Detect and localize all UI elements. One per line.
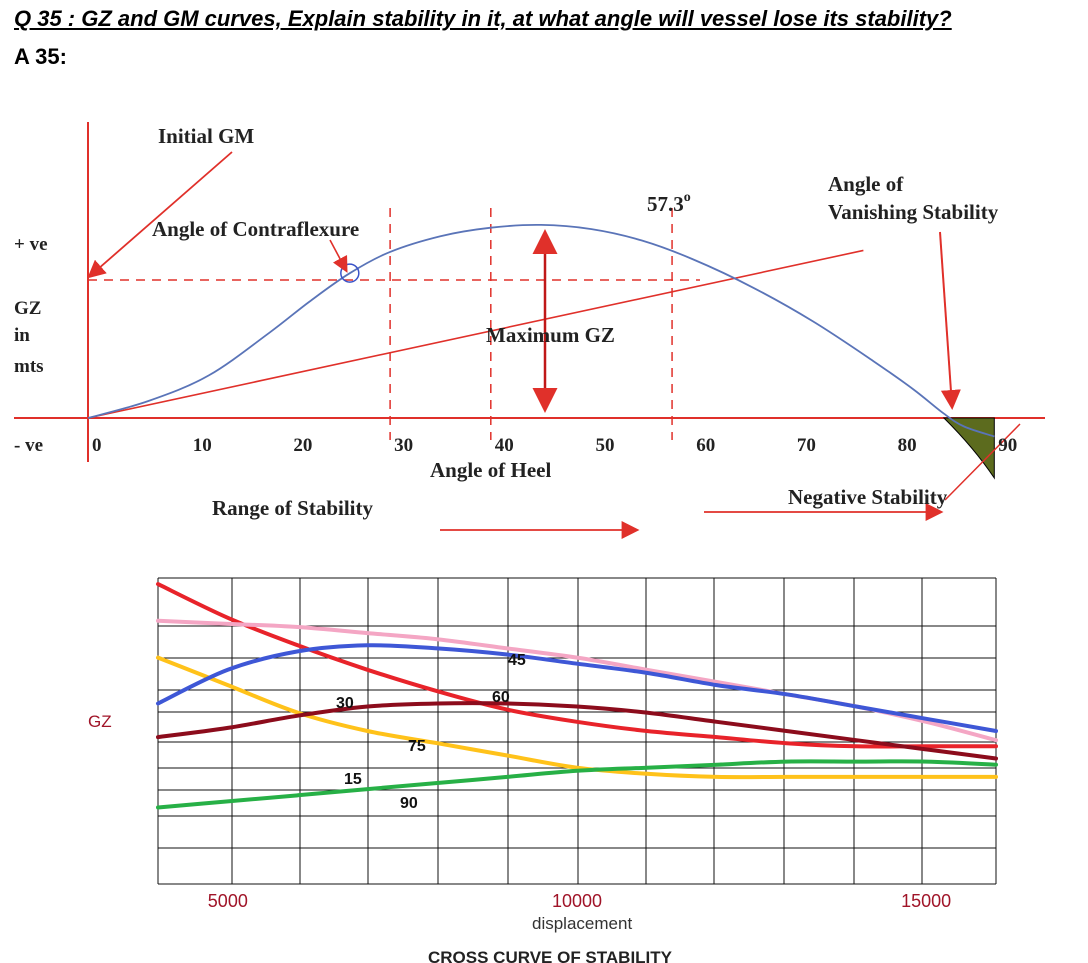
cross-grid bbox=[157, 577, 997, 885]
gz-curve-figure: Initial GM Angle of Contraflexure 57.3o … bbox=[14, 122, 1045, 539]
cross-curve-90 bbox=[156, 759, 998, 810]
contraflexure-label: Angle of Contraflexure bbox=[152, 217, 359, 241]
cross-xlabel: displacement bbox=[532, 914, 632, 933]
y-mts-label: mts bbox=[14, 356, 44, 377]
range-of-stability-label: Range of Stability bbox=[212, 496, 374, 520]
cross-curve-label-75: 75 bbox=[408, 738, 426, 755]
negative-stability-arrow bbox=[944, 423, 1021, 501]
angle-57-label: 57.3o bbox=[647, 190, 691, 216]
contraflexure-arrow bbox=[329, 239, 348, 273]
y-in-label: in bbox=[14, 325, 30, 346]
gz-x-tick-label: 0 bbox=[92, 435, 102, 456]
y-plus-label: + ve bbox=[14, 234, 48, 255]
cross-curve-label-30: 30 bbox=[336, 695, 354, 712]
gz-x-tick-label: 30 bbox=[394, 435, 413, 456]
gz-curve-line bbox=[87, 223, 995, 438]
cross-curve-label-60: 60 bbox=[492, 689, 510, 706]
cross-x-tick-label: 5000 bbox=[208, 891, 248, 911]
initial-gm-tangent-line bbox=[87, 249, 864, 419]
question-heading: Q 35 : GZ and GM curves, Explain stabili… bbox=[14, 6, 952, 31]
cross-curve-figure: 15 30 45 60 75 90 5000 10000 15000 GZ displacem… bbox=[88, 577, 998, 963]
y-minus-label: - ve bbox=[14, 435, 43, 456]
cross-curve-label-15: 15 bbox=[344, 771, 362, 788]
y-gz-label: GZ bbox=[14, 298, 41, 319]
cross-curve-75 bbox=[156, 701, 998, 761]
gz-x-tick-label: 10 bbox=[193, 435, 212, 456]
cross-curve-30 bbox=[156, 582, 998, 749]
cross-curve-label-90: 90 bbox=[400, 795, 418, 812]
gz-x-tick-label: 70 bbox=[797, 435, 816, 456]
angle-of-heel-label: Angle of Heel bbox=[430, 458, 551, 482]
negative-stability-area bbox=[942, 417, 995, 480]
initial-gm-label: Initial GM bbox=[158, 124, 254, 148]
cross-curve-15 bbox=[156, 655, 998, 780]
gz-x-tick-label: 20 bbox=[293, 435, 312, 456]
vanishing-arrow bbox=[939, 231, 961, 410]
contraflexure-point bbox=[340, 263, 360, 283]
gz-x-tick-label: 90 bbox=[998, 435, 1017, 456]
gz-x-tick-label: 40 bbox=[495, 435, 514, 456]
gz-x-tick-label: 60 bbox=[696, 435, 715, 456]
cross-x-tick-label: 15000 bbox=[901, 891, 951, 911]
cross-ylabel: GZ bbox=[88, 712, 112, 731]
gz-x-tick-label: 80 bbox=[898, 435, 917, 456]
cross-curve-60 bbox=[156, 643, 998, 733]
cross-curve-label-45: 45 bbox=[508, 652, 526, 669]
maximum-gz-label: Maximum GZ bbox=[486, 323, 615, 347]
gz-x-tick-label: 50 bbox=[596, 435, 615, 456]
cross-x-tick-label: 10000 bbox=[552, 891, 602, 911]
vanishing-stability-label-line1: Angle of bbox=[828, 172, 904, 196]
vanishing-stability-label-line2: Vanishing Stability bbox=[828, 200, 999, 224]
cross-curves bbox=[156, 582, 998, 810]
answer-label: A 35: bbox=[14, 44, 67, 69]
cross-title: CROSS CURVE OF STABILITY bbox=[428, 948, 673, 963]
negative-stability-label: Negative Stability bbox=[788, 485, 948, 509]
initial-gm-arrow bbox=[87, 151, 233, 279]
